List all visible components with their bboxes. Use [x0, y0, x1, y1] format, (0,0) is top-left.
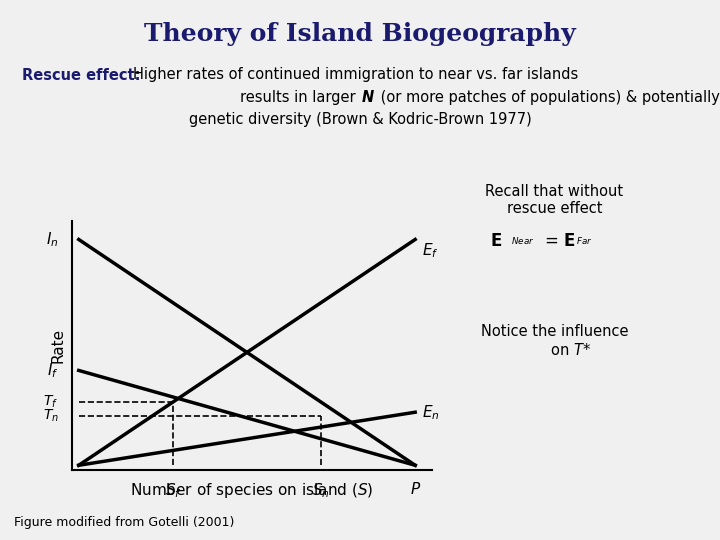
Text: $_{Far}$: $_{Far}$	[576, 234, 593, 247]
Text: N: N	[361, 90, 374, 105]
Text: Notice the influence
       on $\mathit{T}$*: Notice the influence on $\mathit{T}$*	[481, 324, 628, 357]
Text: $P$: $P$	[410, 481, 420, 497]
Text: results in larger: results in larger	[240, 90, 360, 105]
Text: Higher rates of continued immigration to near vs. far islands: Higher rates of continued immigration to…	[133, 68, 578, 83]
Text: $_{Near}$: $_{Near}$	[511, 234, 535, 247]
Text: $E_n$: $E_n$	[422, 403, 439, 422]
Text: $I_n$: $I_n$	[46, 230, 58, 249]
Text: $S_f$: $S_f$	[165, 481, 181, 500]
Text: $I_f$: $I_f$	[47, 361, 58, 380]
Text: $T_f$: $T_f$	[43, 394, 58, 410]
X-axis label: Number of species on island ($S$): Number of species on island ($S$)	[130, 481, 374, 500]
Text: Figure modified from Gotelli (2001): Figure modified from Gotelli (2001)	[14, 516, 235, 529]
Y-axis label: Rate: Rate	[50, 328, 65, 363]
Text: $E_f$: $E_f$	[422, 241, 438, 260]
Text: Theory of Island Biogeography: Theory of Island Biogeography	[144, 22, 576, 45]
Text: $T_n$: $T_n$	[42, 407, 58, 424]
Text: (or more patches of populations) & potentially greater: (or more patches of populations) & poten…	[376, 90, 720, 105]
Text: $S_n$: $S_n$	[312, 481, 330, 500]
Text: Recall that without
rescue effect: Recall that without rescue effect	[485, 184, 624, 216]
Text: = $\mathbf{E}$: = $\mathbf{E}$	[544, 232, 575, 250]
Text: genetic diversity (Brown & Kodric-Brown 1977): genetic diversity (Brown & Kodric-Brown …	[189, 112, 531, 127]
Text: Rescue effect:: Rescue effect:	[22, 68, 140, 83]
Text: $\mathbf{E}$: $\mathbf{E}$	[490, 232, 502, 250]
